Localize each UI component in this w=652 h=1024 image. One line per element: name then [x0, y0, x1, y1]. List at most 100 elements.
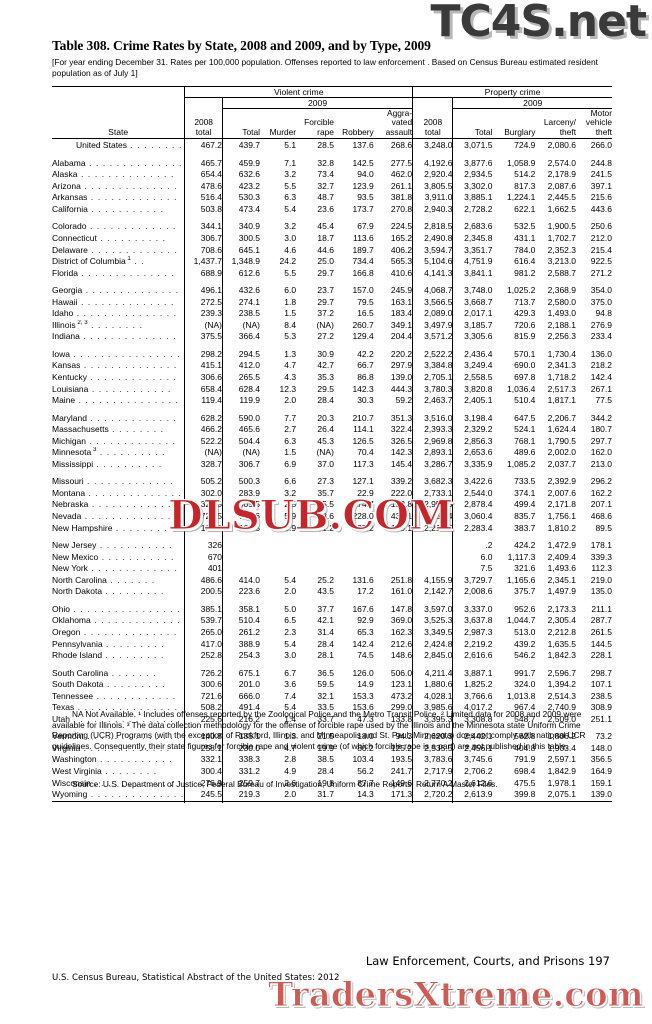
data-cell: 35.7 — [317, 487, 334, 498]
table-row: Oklahoma . . . . . . . . . . . . . 539.7 5… — [52, 615, 612, 627]
data-cell: 366.4 — [222, 331, 261, 343]
data-cell: 2,142.7 — [412, 586, 453, 598]
data-cell: 666.0 — [222, 690, 261, 703]
col-property-total: Total — [452, 108, 493, 138]
data-cell: 161.0 — [390, 586, 413, 597]
col-property-motor-vehicle-theft: Motor vehicle theft — [585, 108, 612, 137]
state-name-cell: Montana . . . . . . . . . . . . . . — [52, 488, 185, 500]
data-cell: 439.7 — [222, 138, 261, 152]
data-cell: 565.3 — [390, 256, 413, 267]
data-cell: 500.3 — [222, 476, 261, 488]
data-cell: 2,436.4 — [452, 348, 493, 361]
footnote-text: NA Not Available. ¹ Includes offenses re… — [52, 709, 586, 751]
data-cell: 6.3 — [284, 435, 297, 446]
data-cell: 2,717.9 — [412, 765, 453, 778]
data-cell: 1,497.9 — [547, 586, 577, 597]
leader-dots: . . . . . . . . — [108, 424, 165, 435]
state-name-cell: California . . . . . . . . . . . — [52, 204, 185, 216]
table-row: North Dakota . . . . . . . . . 200.5 223.6… — [52, 586, 612, 598]
data-cell: 225.6 — [184, 713, 223, 726]
data-cell: 37.7 — [317, 603, 334, 614]
leader-dots: . . . . . . . . . . . — [98, 551, 175, 562]
data-cell: 219.3 — [222, 789, 261, 802]
leader-dots: . . . . . . . . . . . . . . — [85, 157, 183, 168]
data-cell: 1,025.2 — [507, 285, 536, 296]
state-name-cell: Alabama . . . . . . . . . . . . . . — [52, 158, 185, 170]
data-cell: 112.3 — [591, 563, 612, 574]
state-name-cell: South Dakota . . . . . . . . . — [52, 679, 185, 691]
col-property-burglary: Burglary — [504, 126, 536, 137]
data-cell: 2,283.4 — [452, 522, 493, 535]
data-cell: 404.8 — [514, 742, 536, 753]
data-cell: 4,017.2 — [452, 702, 493, 714]
data-cell: 6.0 — [452, 551, 493, 564]
table-row: Minnesota 3 . . . . . . . . . . (NA) (NA) 1… — [52, 447, 612, 459]
data-cell — [260, 552, 296, 564]
leader-dots: . . . . . . . . . . . . . — [87, 563, 178, 574]
data-cell: 3.6 — [284, 679, 297, 690]
data-cell: 524.1 — [514, 424, 536, 435]
data-cell: 252.8 — [184, 650, 223, 662]
data-cell: 241.7 — [390, 765, 413, 776]
table-row: Kentucky . . . . . . . . . . . . . 306.6 2… — [52, 372, 612, 384]
data-cell: 87.7 — [357, 777, 374, 788]
row-spacer — [52, 342, 612, 349]
data-cell: 12.3 — [279, 383, 297, 394]
data-cell: 7.7 — [284, 412, 297, 423]
data-cell: 4.6 — [284, 244, 297, 255]
data-cell: 514.2 — [514, 169, 536, 180]
data-cell — [412, 540, 453, 552]
data-cell: 36.5 — [317, 667, 334, 678]
leader-dots: . . . . . . . . . . . . . . — [77, 169, 175, 180]
col-violent-total: Total — [222, 108, 261, 138]
table-row: Indiana . . . . . . . . . . . . . . 375.5… — [52, 331, 612, 343]
data-cell: 1,058.9 — [507, 157, 536, 168]
data-cell: 163.1 — [390, 296, 413, 307]
table-row: New Mexico . . . . . . . . . . . 670 6.0 1,… — [52, 551, 612, 564]
data-cell: 3,071.5 — [452, 138, 493, 152]
header-group-row: State Violent crime Property crime — [52, 86, 612, 138]
data-cell: 28.5 — [317, 140, 334, 151]
data-cell: 2,616.6 — [452, 650, 493, 662]
data-cell: 7.5 — [452, 563, 493, 575]
data-cell: 3,185.7 — [452, 319, 493, 332]
state-name-cell: South Carolina . . . . . . . — [52, 668, 185, 680]
data-cell: 42.2 — [357, 348, 374, 359]
data-cell: 2.7 — [284, 424, 297, 435]
state-label: Mississippi — [52, 458, 94, 469]
state-name-cell: Arizona . . . . . . . . . . . . . . — [52, 181, 185, 193]
state-name-cell: Oregon . . . . . . . . . . . . . . — [52, 627, 185, 639]
data-cell: 504.4 — [222, 435, 261, 448]
data-cell: 189.7 — [352, 244, 374, 255]
data-cell: 142.4 — [590, 372, 612, 383]
table-row: Wisconsin . . . . . . . . . . . . 276.9 25… — [52, 777, 612, 790]
data-cell: 3.2 — [284, 487, 297, 498]
table-row: Michigan . . . . . . . . . . . . . 522.2 5… — [52, 435, 612, 448]
data-cell: 3,783.6 — [412, 754, 453, 766]
data-cell: 1,790.5 — [547, 435, 577, 446]
data-cell: 4,192.6 — [412, 157, 453, 170]
page-title: Table 308. Crime Rates by State, 2008 an… — [52, 38, 431, 53]
header-columns-row: Total Murder Forcible rape Robbery Aggra… — [52, 108, 612, 138]
data-cell: 4,068.7 — [412, 285, 453, 297]
data-cell: 2,509.0 — [547, 713, 577, 724]
data-cell: 125.2 — [390, 742, 413, 753]
data-cell: 25.0 — [317, 256, 334, 267]
data-cell: (NA) — [184, 447, 223, 459]
state-name-cell: Missouri . . . . . . . . . . . . . — [52, 476, 185, 488]
leader-dots: . . . . . . . . . . . — [96, 754, 173, 765]
leader-dots: . . . . . . . . . . . . . . — [79, 331, 177, 342]
data-cell: 277.5 — [390, 157, 413, 168]
data-cell: 2,588.7 — [547, 267, 577, 278]
data-cell: 287.7 — [590, 615, 612, 626]
table-row: Wyoming . . . . . . . . . . . . . . 245.5… — [52, 789, 612, 802]
state-name-cell: Delaware . . . . . . . . . . . . . — [52, 245, 185, 257]
state-label: Ohio — [52, 603, 70, 614]
table-row: Mississippi . . . . . . . . . . 328.7 306.… — [52, 458, 612, 471]
data-cell: 2,934.5 — [452, 169, 493, 181]
data-cell: 2,037.7 — [547, 458, 577, 469]
data-cell: 42.7 — [317, 360, 334, 371]
data-cell: 4.3 — [284, 372, 297, 383]
data-cell: 590.0 — [222, 412, 261, 425]
